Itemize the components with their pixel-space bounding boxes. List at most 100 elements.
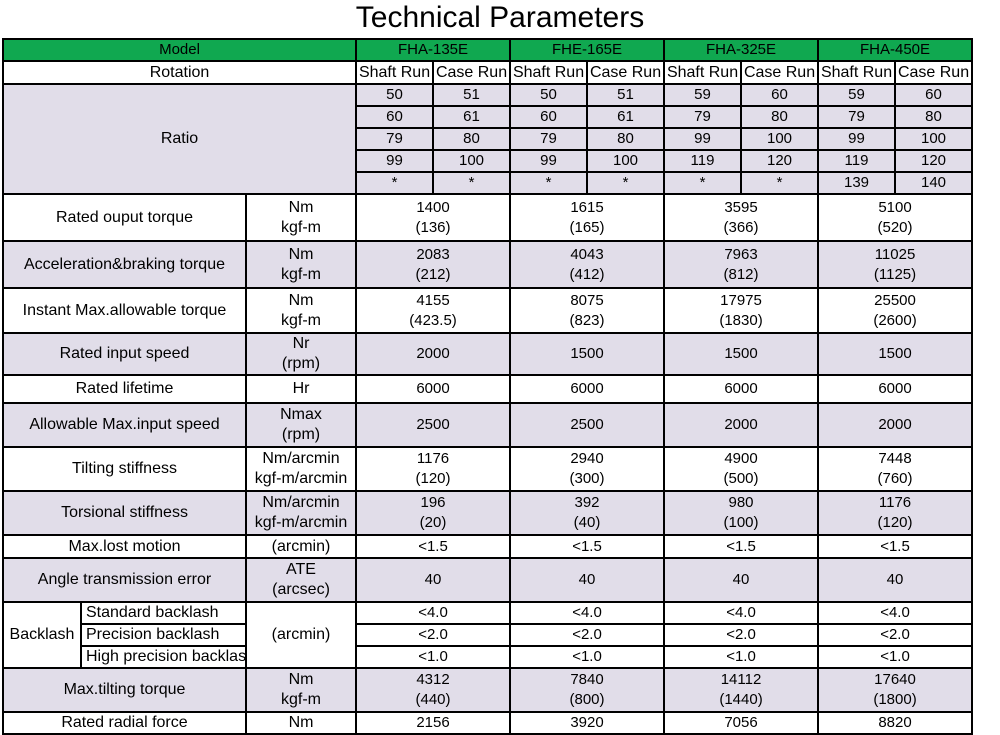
- value-cell: 7448 (760): [817, 446, 974, 492]
- ratio-value-cell: 99: [509, 149, 589, 173]
- ratio-value-cell: *: [663, 171, 743, 195]
- value-cell: 8820: [817, 711, 974, 735]
- ratio-row: 60 61 60 61 79 80 79 80: [3, 105, 974, 129]
- value-cell: 4312 (440): [355, 667, 512, 713]
- param-name-cell: Rated lifetime: [2, 374, 247, 404]
- model-cell-fhe165e: FHE-165E: [509, 38, 666, 62]
- shaft-run-header-cell: Shaft Run: [355, 60, 435, 85]
- value-cell: 2000: [355, 332, 512, 376]
- shaft-run-header-cell: Shaft Run: [817, 60, 897, 85]
- case-run-header-cell: Case Run: [432, 60, 512, 85]
- value-cell: <1.5: [817, 534, 974, 559]
- ratio-value-cell: 99: [355, 149, 435, 173]
- case-run-header-cell: Case Run: [586, 60, 666, 85]
- value-cell: 2500: [355, 402, 512, 448]
- ratio-value-cell: 80: [586, 127, 666, 151]
- model-cell-fha450e: FHA-450E: [817, 38, 974, 62]
- param-name-cell: Max.tilting torque: [2, 667, 247, 713]
- ratio-value-cell: *: [740, 171, 820, 195]
- param-name-cell: Tilting stiffness: [2, 446, 247, 492]
- value-cell: 6000: [663, 374, 820, 404]
- ratio-value-cell: 79: [509, 127, 589, 151]
- ratio-value-cell: 60: [355, 105, 435, 129]
- shaft-run-header-cell: Shaft Run: [663, 60, 743, 85]
- backlash-row: Backlash Standard backlash (arcmin) <4.0…: [2, 601, 974, 669]
- value-cell: <1.5: [355, 534, 512, 559]
- ratio-row: 99 100 99 100 119 120 119 120: [3, 149, 974, 173]
- value-cell: 25500 (2600): [817, 287, 974, 334]
- unit-cell: Nm/arcmin kgf-m/arcmin: [244, 490, 358, 536]
- param-row: Tilting stiffness Nm/arcmin kgf-m/arcmin…: [2, 446, 974, 492]
- unit-cell: Nm kgf-m: [244, 287, 358, 334]
- param-name-cell: Allowable Max.input speed: [2, 402, 247, 448]
- backlash-value-cell: <1.0: [355, 645, 512, 669]
- unit-cell: (arcmin): [244, 534, 358, 559]
- param-row: Angle transmission error ATE (arcsec) 40…: [2, 557, 974, 603]
- value-cell: <1.5: [663, 534, 820, 559]
- value-cell: 6000: [509, 374, 666, 404]
- value-cell: 8075 (823): [509, 287, 666, 334]
- value-cell: 4043 (412): [509, 240, 666, 289]
- value-cell: 1176 (120): [355, 446, 512, 492]
- ratio-value-cell: 60: [894, 83, 974, 107]
- backlash-row: Precision backlash <2.0 <2.0 <2.0 <2.0: [3, 623, 974, 647]
- rotation-label-cell: Rotation: [1, 60, 358, 85]
- value-cell: 196 (20): [355, 490, 512, 536]
- case-run-header-cell: Case Run: [894, 60, 974, 85]
- value-cell: 2083 (212): [355, 240, 512, 289]
- backlash-value-cell: <2.0: [663, 623, 820, 647]
- param-name-cell: Rated input speed: [2, 332, 247, 376]
- value-cell: 1500: [509, 332, 666, 376]
- param-name-cell: Acceleration&braking torque: [2, 240, 247, 289]
- value-cell: 2156: [355, 711, 512, 735]
- value-cell: 40: [663, 557, 820, 603]
- value-cell: 17640 (1800): [817, 667, 974, 713]
- param-row: Rated lifetime Hr 6000 6000 6000 6000: [2, 374, 974, 404]
- backlash-value-cell: <1.0: [509, 645, 666, 669]
- ratio-value-cell: 61: [586, 105, 666, 129]
- ratio-value-cell: 100: [432, 149, 512, 173]
- value-cell: 40: [509, 557, 666, 603]
- value-cell: 5100 (520): [817, 193, 974, 242]
- unit-cell: Nr (rpm): [244, 332, 358, 376]
- ratio-value-cell: 99: [817, 127, 897, 151]
- value-cell: 2000: [817, 402, 974, 448]
- backlash-row: High precision backlash <1.0 <1.0 <1.0 <…: [3, 645, 974, 669]
- backlash-type-cell: High precision backlash: [80, 645, 247, 669]
- value-cell: 1176 (120): [817, 490, 974, 536]
- ratio-row: Ratio 50 51 50 51 59 60 59 60: [1, 83, 974, 195]
- ratio-value-cell: 51: [586, 83, 666, 107]
- value-cell: 980 (100): [663, 490, 820, 536]
- ratio-value-cell: 61: [432, 105, 512, 129]
- param-name-cell: Rated ouput torque: [2, 193, 247, 242]
- ratio-value-cell: 50: [509, 83, 589, 107]
- ratio-value-cell: 99: [663, 127, 743, 151]
- ratio-value-cell: 79: [355, 127, 435, 151]
- param-row: Max.tilting torque Nm kgf-m 4312 (440) 7…: [2, 667, 974, 713]
- param-row: Instant Max.allowable torque Nm kgf-m 41…: [2, 287, 974, 334]
- ratio-value-cell: 100: [740, 127, 820, 151]
- value-cell: 40: [817, 557, 974, 603]
- value-cell: 6000: [817, 374, 974, 404]
- technical-parameters-table: Model FHA-135E FHE-165E FHA-325E FHA-450…: [1, 38, 974, 735]
- ratio-value-cell: 59: [817, 83, 897, 107]
- ratio-value-cell: *: [432, 171, 512, 195]
- param-name-cell: Torsional stiffness: [2, 490, 247, 536]
- ratio-value-cell: 80: [740, 105, 820, 129]
- ratio-row: * * * * * * 139 140: [3, 171, 974, 195]
- ratio-value-cell: 80: [432, 127, 512, 151]
- ratio-value-cell: *: [509, 171, 589, 195]
- backlash-type-cell: Precision backlash: [80, 623, 247, 647]
- unit-cell: ATE (arcsec): [244, 557, 358, 603]
- backlash-value-cell: <1.0: [663, 645, 820, 669]
- ratio-value-cell: 120: [894, 149, 974, 173]
- param-name-cell: Instant Max.allowable torque: [2, 287, 247, 334]
- model-header-row: Model FHA-135E FHE-165E FHA-325E FHA-450…: [1, 38, 974, 62]
- ratio-value-cell: 51: [432, 83, 512, 107]
- value-cell: 1500: [663, 332, 820, 376]
- value-cell: 7840 (800): [509, 667, 666, 713]
- value-cell: 2500: [509, 402, 666, 448]
- backlash-value-cell: <2.0: [355, 623, 512, 647]
- unit-cell: Nm kgf-m: [244, 193, 358, 242]
- ratio-value-cell: 60: [740, 83, 820, 107]
